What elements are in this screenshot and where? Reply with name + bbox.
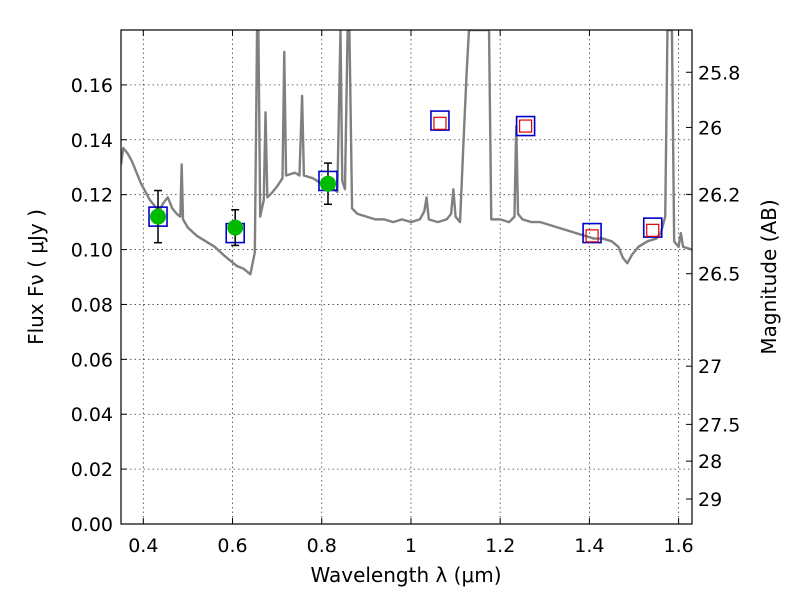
y-tick-label: 0.16: [71, 75, 113, 97]
y-tick-label: 0.04: [71, 404, 113, 426]
x-axis-label: Wavelength λ (μm): [310, 563, 501, 587]
predicted-flux-marker: [433, 116, 447, 130]
y-tick-label: 0.12: [71, 185, 113, 207]
x-tick-label: 1.4: [574, 535, 604, 557]
y2-tick-label: 26: [698, 117, 722, 139]
y-tick-label: 0.06: [71, 349, 113, 371]
y-tick-label: 0.08: [71, 294, 113, 316]
y2-tick-label: 29: [698, 489, 722, 511]
plot-frame: [120, 29, 693, 525]
y2-tick-label: 26.5: [698, 264, 740, 286]
axis-ticks: 0.4 0.6 0.8 1 1.2 1.4 1.6 0.00 0.02 0.04 0.06 0.08 0…: [71, 30, 740, 557]
plot-area: [121, 30, 692, 276]
x-tick-label: 0.6: [217, 535, 247, 557]
model-flux-marker: [582, 222, 602, 244]
markers-layer: [148, 110, 663, 247]
observed-flux-point: [150, 208, 167, 225]
x-tick-label: 0.4: [128, 535, 158, 557]
predicted-flux-marker: [646, 223, 660, 237]
y2-tick-label: 26.2: [698, 184, 740, 206]
y-tick-label: 0.02: [71, 459, 113, 481]
model-flux-marker: [515, 115, 536, 137]
y2-axis-label: Magnitude (AB): [757, 199, 781, 354]
y2-tick-label: 25.8: [698, 62, 740, 84]
x-tick-label: 1.6: [664, 535, 694, 557]
x-tick-label: 0.8: [307, 535, 337, 557]
y-tick-label: 0.10: [71, 240, 113, 262]
plot-background: [121, 30, 692, 524]
x-tick-label: 1.2: [485, 535, 515, 557]
x-tick-label: 1: [405, 535, 417, 557]
observed-flux-point: [319, 175, 336, 192]
model-flux-marker: [642, 217, 663, 238]
y-axis-label: Flux Fν ( μJy ): [24, 209, 48, 345]
model-flux-marker: [430, 110, 450, 131]
observed-flux-point: [227, 219, 244, 236]
predicted-flux-marker: [585, 229, 599, 243]
y2-tick-label: 27.5: [698, 414, 740, 436]
y-tick-label: 0.14: [71, 130, 113, 152]
y-tick-label: 0.00: [71, 514, 113, 536]
predicted-flux-marker: [519, 119, 533, 133]
y2-tick-label: 28: [698, 451, 722, 473]
y2-tick-label: 27: [698, 356, 722, 378]
